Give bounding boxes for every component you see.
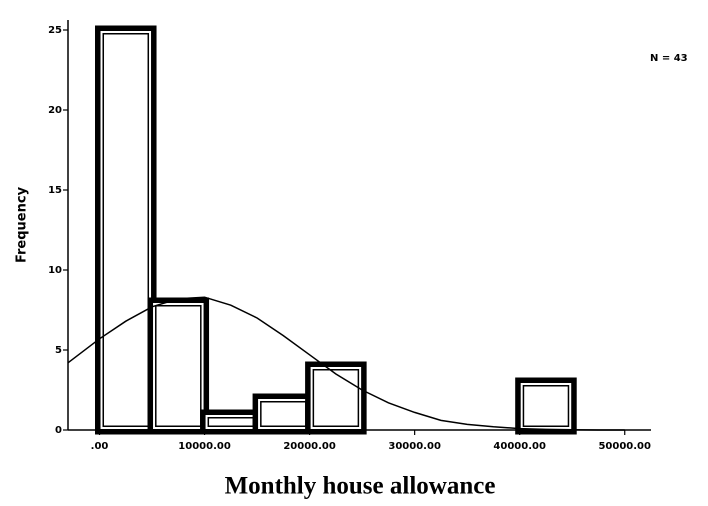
y-axis-label: Frequency — [15, 186, 30, 263]
bar — [95, 25, 157, 435]
y-tick-label: 15 — [48, 185, 62, 196]
bar — [305, 361, 367, 435]
annotation: N = 43 — [650, 53, 688, 64]
bar — [252, 393, 315, 435]
x-tick-label: 10000.00 — [178, 441, 231, 452]
x-tick-label: 40000.00 — [493, 441, 546, 452]
x-tick-label: 20000.00 — [283, 441, 336, 452]
y-tick-label: 10 — [48, 265, 62, 276]
y-tick-label: 5 — [55, 345, 62, 356]
x-tick-label: 30000.00 — [388, 441, 441, 452]
bar — [515, 377, 577, 435]
y-tick-label: 0 — [55, 425, 62, 436]
x-tick-label: .00 — [91, 441, 109, 452]
normal-curve — [67, 296, 625, 431]
bar — [200, 409, 262, 435]
x-tick-label: 50000.00 — [598, 441, 651, 452]
bar — [147, 297, 210, 435]
x-axis-label: Monthly house allowance — [225, 473, 496, 500]
y-tick-label: 20 — [48, 105, 62, 116]
y-tick-label: 25 — [48, 25, 62, 36]
